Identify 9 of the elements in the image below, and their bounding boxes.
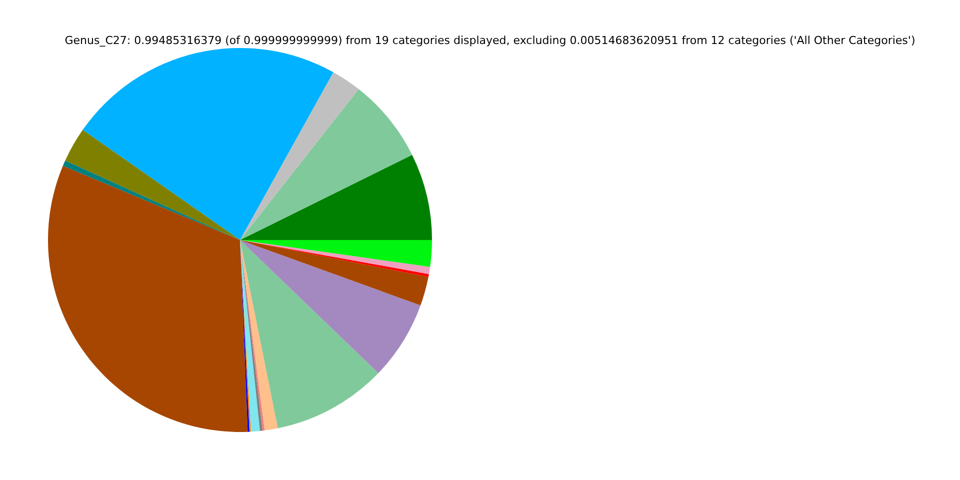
pie-slice (65, 130, 240, 240)
pie-slice (240, 240, 421, 374)
pie-slice (82, 48, 334, 240)
pie-slice (240, 240, 432, 267)
text: Genus_C27: 0.99485316379 (of 0.999999999999) from 19 categories displayed, excluding 0.00514683620951 from 12 categories ('All Other Categories') (64, 34, 916, 47)
pie-slice (240, 154, 432, 240)
pie-slice (240, 240, 278, 430)
pie-slice (62, 160, 240, 240)
pie-slice (240, 72, 359, 240)
